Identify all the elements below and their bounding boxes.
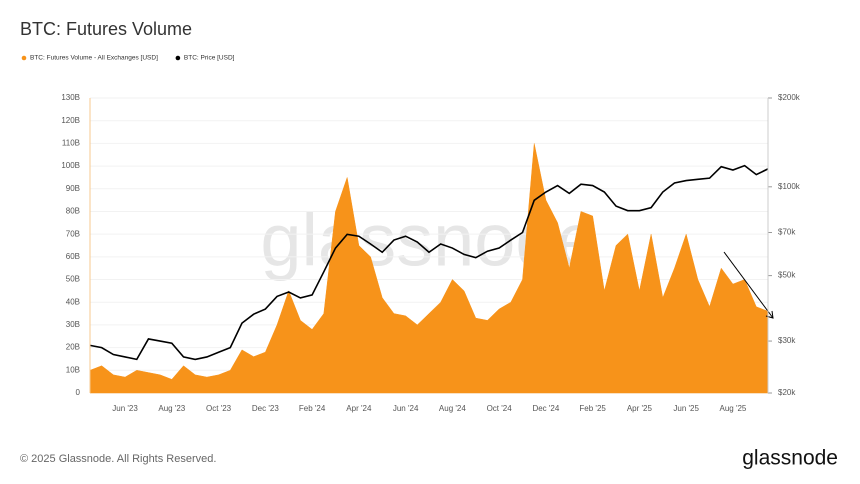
x-tick-label: Apr '24	[346, 404, 372, 413]
legend-marker	[175, 55, 181, 61]
y-tick-label: 20B	[66, 343, 80, 352]
x-tick-label: Jun '23	[112, 404, 138, 413]
y2-tick-label: $200k	[778, 93, 801, 102]
x-tick-label: Jun '25	[673, 404, 699, 413]
y-tick-label: 90B	[66, 184, 80, 193]
x-tick-label: Dec '24	[532, 404, 559, 413]
y-tick-label: 60B	[66, 252, 80, 261]
x-tick-label: Dec '23	[252, 404, 279, 413]
y-tick-label: 120B	[61, 116, 80, 125]
x-tick-label: Feb '25	[579, 404, 606, 413]
volume-area	[89, 143, 769, 394]
x-tick-label: Feb '24	[299, 404, 326, 413]
y-tick-label: 80B	[66, 207, 80, 216]
x-tick-label: Aug '25	[719, 404, 746, 413]
x-tick-label: Oct '23	[206, 404, 232, 413]
y2-tick-label: $30k	[778, 336, 796, 345]
y-tick-label: 30B	[66, 320, 80, 329]
y2-tick-label: $50k	[778, 271, 796, 280]
x-tick-label: Oct '24	[487, 404, 513, 413]
brand-logo: glassnode	[742, 447, 838, 470]
legend-marker	[21, 55, 27, 61]
y-tick-label: 50B	[66, 275, 80, 284]
y-tick-label: 40B	[66, 297, 80, 306]
annotation-arrow	[723, 251, 774, 319]
footer: © 2025 Glassnode. All Rights Reserved.	[20, 453, 216, 465]
x-tick-label: Jun '24	[393, 404, 419, 413]
price-line	[89, 164, 769, 361]
y-tick-label: 0	[76, 388, 81, 397]
x-tick-label: Apr '25	[627, 404, 653, 413]
legend-label: BTC: Price [USD]	[184, 55, 235, 62]
y-tick-label: 100B	[61, 161, 80, 170]
y2-tick-label: $20k	[778, 388, 796, 397]
chart-title: BTC: Futures Volume	[20, 19, 192, 39]
x-tick-label: Aug '23	[158, 404, 185, 413]
x-tick-label: Aug '24	[439, 404, 466, 413]
y-tick-label: 110B	[62, 138, 80, 147]
plot-area	[89, 97, 769, 394]
y-tick-label: 70B	[66, 229, 80, 238]
y-tick-label: 130B	[61, 93, 80, 102]
y2-tick-label: $70k	[778, 228, 796, 237]
legend-label: BTC: Futures Volume - All Exchanges [USD…	[30, 55, 158, 62]
y2-tick-label: $100k	[778, 182, 801, 191]
y-tick-label: 10B	[66, 365, 80, 374]
